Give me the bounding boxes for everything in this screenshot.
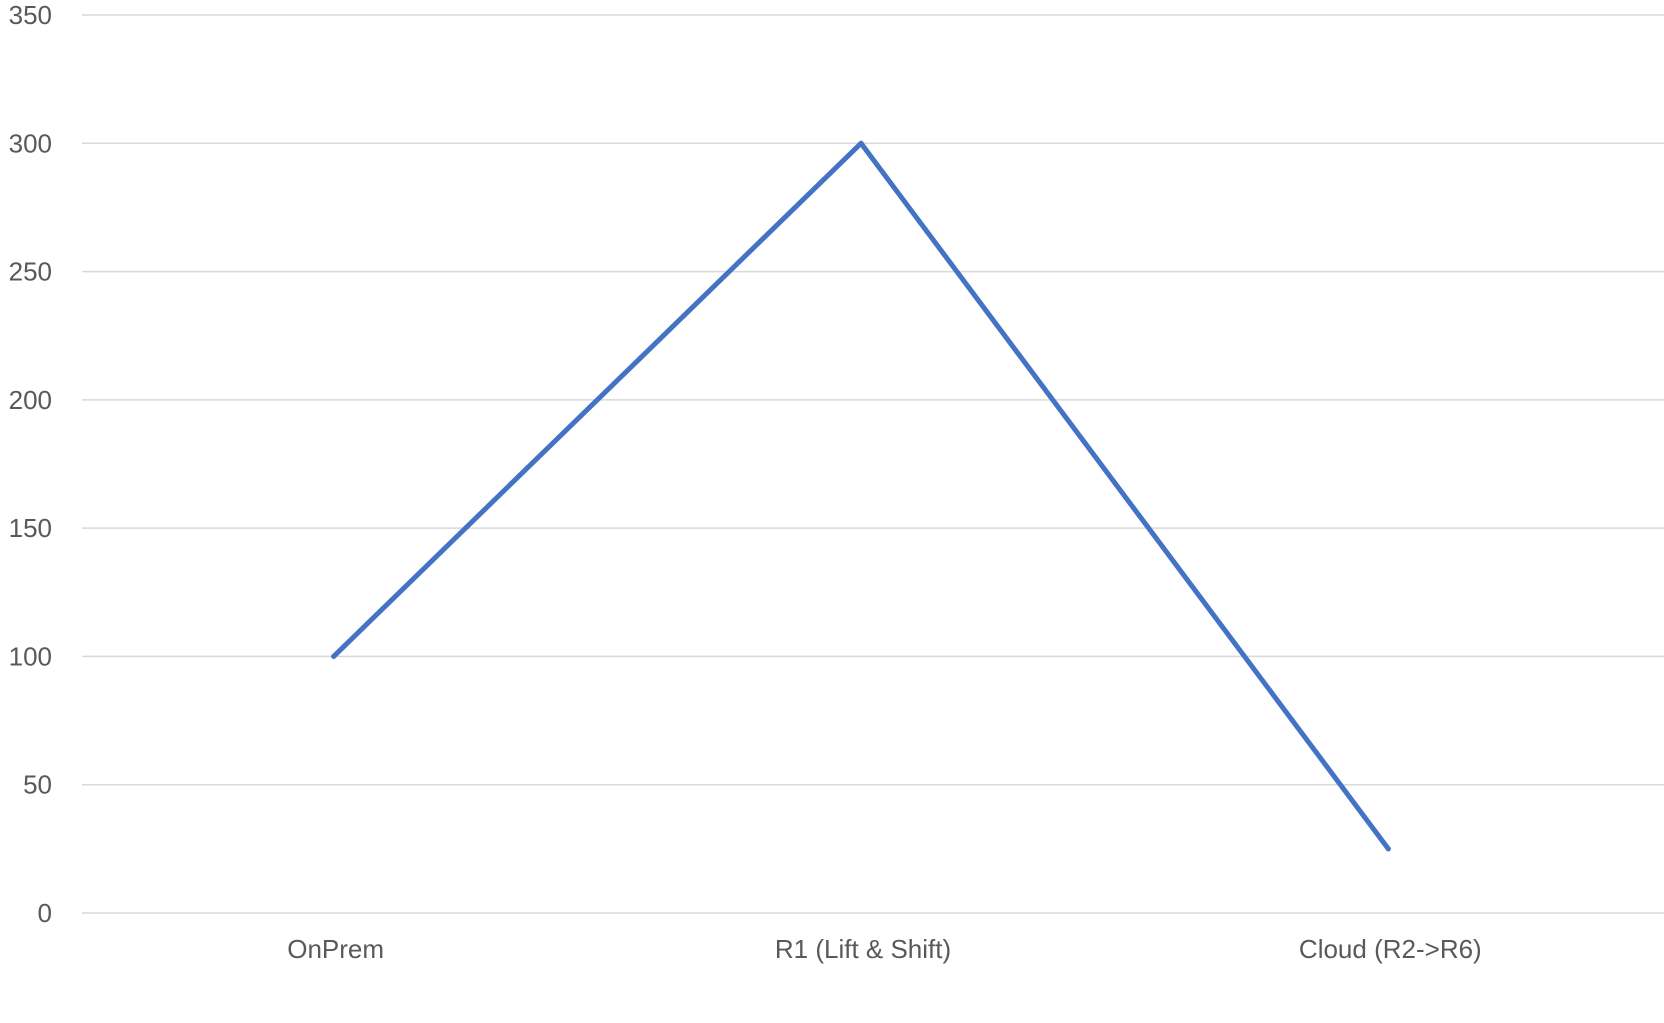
y-tick-label: 50 [23, 770, 52, 800]
y-tick-label: 150 [9, 513, 52, 543]
series-layer [331, 140, 1391, 852]
y-tick-label: 100 [9, 641, 52, 671]
data-point [1385, 846, 1391, 852]
data-point [858, 140, 864, 146]
y-tick-label: 200 [9, 385, 52, 415]
x-axis-category-labels: OnPrem R1 (Lift & Shift) Cloud (R2->R6) [287, 934, 1481, 964]
y-tick-label: 350 [9, 0, 52, 30]
y-tick-label: 300 [9, 128, 52, 158]
y-tick-label: 0 [38, 898, 52, 928]
x-category-label: Cloud (R2->R6) [1299, 934, 1482, 964]
y-axis-tick-labels: 0 50 100 150 200 250 300 350 [9, 0, 52, 928]
y-tick-label: 250 [9, 257, 52, 287]
x-category-label: OnPrem [287, 934, 384, 964]
x-category-label: R1 (Lift & Shift) [775, 934, 951, 964]
data-point [331, 653, 337, 659]
series-line [331, 140, 1391, 852]
gridlines [82, 14, 1664, 914]
